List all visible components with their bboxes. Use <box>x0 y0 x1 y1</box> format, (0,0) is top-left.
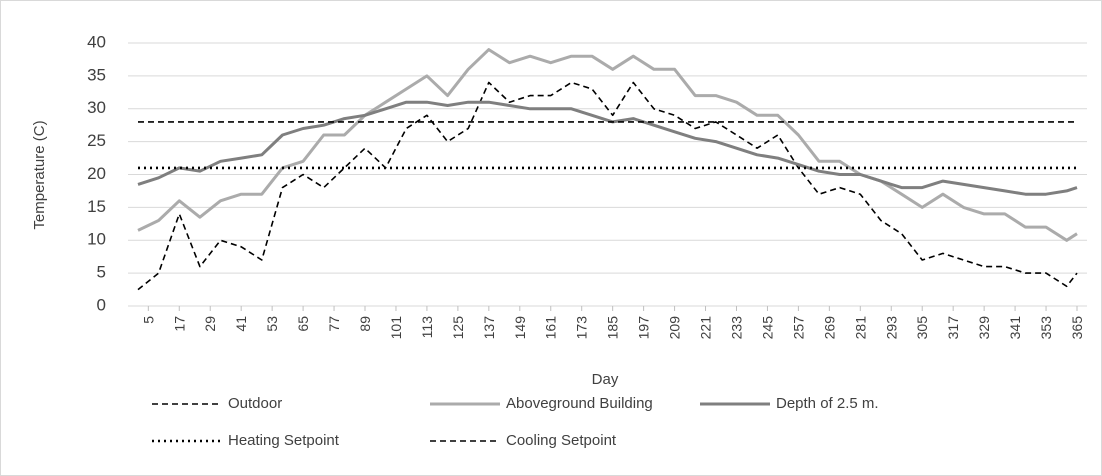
x-tick-label: 41 <box>233 316 249 332</box>
y-axis-label: Temperature (C) <box>31 120 48 229</box>
y-tick-label: 40 <box>87 32 106 51</box>
x-tick-label: 245 <box>759 316 775 340</box>
x-tick-label: 29 <box>202 316 218 332</box>
x-tick-label: 17 <box>171 316 187 332</box>
x-tick-label: 329 <box>976 316 992 340</box>
x-tick-label: 101 <box>388 316 404 340</box>
y-tick-label: 0 <box>97 295 106 314</box>
x-tick-label: 89 <box>357 316 373 332</box>
y-tick-label: 15 <box>87 197 106 216</box>
x-tick-label: 161 <box>543 316 559 340</box>
y-tick-label: 35 <box>87 65 106 84</box>
x-tick-label: 149 <box>512 316 528 340</box>
y-tick-label: 25 <box>87 131 106 150</box>
x-tick-label: 233 <box>728 316 744 340</box>
x-tick-label: 53 <box>264 316 280 332</box>
x-axis-label: Day <box>592 371 619 388</box>
x-tick-label: 173 <box>574 316 590 340</box>
x-tick-label: 341 <box>1007 316 1023 340</box>
x-tick-label: 317 <box>945 316 961 340</box>
x-tick-label: 5 <box>140 316 156 324</box>
x-tick-label: 221 <box>698 316 714 340</box>
x-tick-label: 65 <box>295 316 311 332</box>
series-line <box>137 81 1078 291</box>
x-tick-label: 77 <box>326 316 342 332</box>
legend-label: Aboveground Building <box>506 395 653 412</box>
x-tick-label: 257 <box>790 316 806 340</box>
x-tick-label: 269 <box>821 316 837 340</box>
series-line <box>137 48 1078 242</box>
y-tick-label: 30 <box>87 98 106 117</box>
legend-label: Heating Setpoint <box>228 432 340 449</box>
x-tick-label: 185 <box>605 316 621 340</box>
x-tick-label: 365 <box>1069 316 1085 340</box>
legend-label: Outdoor <box>228 395 282 412</box>
legend-label: Depth of 2.5 m. <box>776 395 879 412</box>
y-tick-label: 5 <box>97 263 106 282</box>
y-tick-label: 20 <box>87 164 106 183</box>
legend-label: Cooling Setpoint <box>506 432 617 449</box>
x-tick-label: 353 <box>1038 316 1054 340</box>
x-tick-label: 113 <box>419 316 435 339</box>
x-tick-label: 293 <box>883 316 899 340</box>
x-tick-label: 197 <box>636 316 652 340</box>
x-tick-label: 305 <box>914 316 930 340</box>
x-tick-label: 125 <box>450 316 466 340</box>
x-tick-label: 281 <box>852 316 868 340</box>
x-tick-label: 209 <box>667 316 683 340</box>
x-tick-label: 137 <box>481 316 497 340</box>
y-tick-label: 10 <box>87 230 106 249</box>
